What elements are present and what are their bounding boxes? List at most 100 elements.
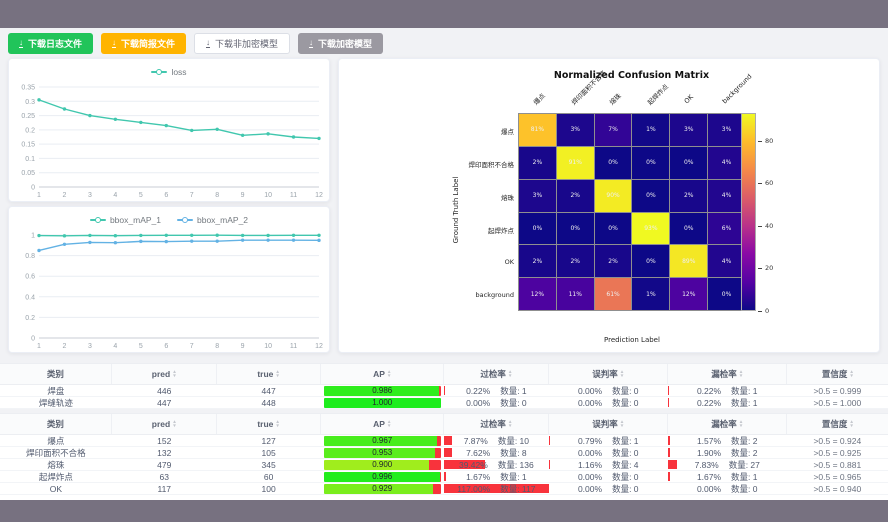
sort-icon[interactable]: ▴ ▾ (850, 370, 853, 379)
legend-marker (177, 217, 193, 223)
data-point[interactable] (291, 238, 296, 242)
download-button-1[interactable]: ↓ 下载日志文件 (8, 33, 94, 54)
matrix-cell: 12% (670, 278, 708, 310)
ap-cell: 0.996 (321, 471, 444, 482)
sort-icon[interactable]: ▴ ▾ (740, 420, 743, 429)
matrix-row-label: 焊印面积不合格 (468, 160, 515, 169)
data-point[interactable] (88, 113, 92, 118)
sort-icon[interactable]: ▴ ▾ (388, 420, 391, 429)
data-point[interactable] (291, 135, 296, 139)
column-header-true[interactable]: true ▴ ▾ (217, 364, 321, 384)
rate-percent: 0.00% (466, 397, 491, 408)
rate-percent: 0.00% (577, 471, 603, 482)
data-point[interactable] (139, 239, 143, 244)
rate-bar (548, 460, 551, 469)
data-point[interactable] (139, 120, 143, 125)
data-point[interactable] (240, 238, 245, 242)
sort-icon[interactable]: ▴ ▾ (739, 370, 743, 379)
rate-percent: 0.22% (696, 385, 722, 396)
column-label: AP (373, 419, 385, 429)
legend-item-loss[interactable]: loss (151, 67, 187, 77)
sort-icon[interactable]: ▴ ▾ (173, 420, 176, 429)
data-point[interactable] (88, 233, 92, 238)
column-header-过检率[interactable]: 过检率 ▴ ▾ (444, 414, 549, 434)
ap-bar-green (323, 385, 440, 396)
data-point[interactable] (164, 233, 168, 238)
data-point[interactable] (37, 248, 41, 253)
rate-percent: 0.00% (577, 483, 603, 494)
download-button-3[interactable]: ↓ 下载非加密模型 (194, 33, 291, 54)
data-point[interactable] (240, 133, 245, 137)
data-point[interactable] (215, 127, 219, 131)
matrix-cell: 3% (556, 114, 594, 146)
caret-up-icon: ▴ (173, 369, 176, 375)
data-point[interactable] (190, 239, 194, 243)
data-point[interactable] (113, 234, 118, 238)
column-header-漏检率[interactable]: 漏检率 ▴ ▾ (668, 364, 787, 384)
sort-icon[interactable]: ▴ ▾ (509, 370, 512, 379)
y-tick-label: 0.35 (21, 85, 35, 92)
data-point[interactable] (317, 136, 321, 141)
legend-item-bbox_mAP_2[interactable]: bbox_mAP_2 (177, 215, 248, 225)
caret-down-icon: ▾ (739, 373, 743, 379)
data-point[interactable] (266, 233, 270, 238)
data-point[interactable] (317, 233, 321, 238)
data-point[interactable] (240, 233, 245, 238)
column-label: pred (151, 419, 171, 429)
column-header-true[interactable]: true ▴ ▾ (217, 414, 321, 434)
column-header-置信度[interactable]: 置信度 ▴ ▾ (787, 414, 888, 434)
data-point[interactable] (164, 239, 168, 244)
sort-icon[interactable]: ▴ ▾ (850, 419, 853, 429)
data-point[interactable] (266, 238, 270, 242)
rate-bar (443, 448, 452, 457)
download-button-4[interactable]: ↓ 下载加密模型 (298, 33, 384, 54)
column-header-AP[interactable]: AP ▴ ▾ (321, 364, 444, 384)
matrix-cell: 2% (519, 146, 556, 179)
column-header-AP[interactable]: AP ▴ ▾ (321, 414, 444, 434)
sort-icon[interactable]: ▴ ▾ (387, 370, 391, 379)
rate-count: 数量: 1 (731, 471, 758, 482)
download-button-2[interactable]: ↓ 下载简报文件 (101, 33, 187, 54)
summary-table: 类别 pred ▴ ▾ true ▴ ▾ AP ▴ ▾ 过检率 ▴ ▾ 误判率 ▴ ▾ 漏检率 ▴ ▾ 置信度 ▴ ▾ 焊盘… (0, 363, 888, 409)
column-header-误判率[interactable]: 误判率 ▴ ▾ (549, 364, 668, 384)
caret-down-icon: ▾ (387, 373, 391, 379)
sort-icon[interactable]: ▴ ▾ (276, 420, 279, 429)
legend-dot-icon (156, 69, 163, 75)
data-point[interactable] (37, 98, 41, 102)
column-header-过检率[interactable]: 过检率 ▴ ▾ (444, 364, 549, 384)
data-point[interactable] (113, 117, 118, 121)
matrix-cell: 93% (632, 212, 670, 245)
column-header-pred[interactable]: pred ▴ ▾ (112, 364, 217, 384)
column-header-漏检率[interactable]: 漏检率 ▴ ▾ (668, 414, 787, 434)
data-point[interactable] (88, 240, 92, 245)
sort-icon[interactable]: ▴ ▾ (276, 370, 279, 379)
ap-bar: 0.953 (323, 447, 441, 458)
sort-icon[interactable]: ▴ ▾ (621, 370, 624, 379)
data-point[interactable] (62, 234, 67, 238)
sort-icon[interactable]: ▴ ▾ (509, 420, 512, 429)
column-header-类别: 类别 (0, 364, 112, 384)
data-point[interactable] (62, 242, 67, 246)
rate-count: 数量: 117 (500, 483, 536, 494)
data-point[interactable] (37, 233, 41, 238)
data-point[interactable] (164, 123, 168, 128)
data-point[interactable] (317, 238, 321, 243)
data-point[interactable] (62, 107, 67, 111)
data-point[interactable] (113, 241, 118, 245)
sort-icon[interactable]: ▴ ▾ (621, 420, 624, 429)
data-point[interactable] (215, 233, 219, 237)
data-point[interactable] (139, 233, 143, 238)
column-header-pred[interactable]: pred ▴ ▾ (112, 414, 217, 434)
sort-icon[interactable]: ▴ ▾ (173, 369, 176, 379)
column-header-置信度[interactable]: 置信度 ▴ ▾ (787, 364, 888, 384)
data-point[interactable] (291, 233, 296, 238)
data-point[interactable] (266, 132, 270, 136)
column-header-误判率[interactable]: 误判率 ▴ ▾ (549, 414, 668, 434)
class-cell: 起焊炸点 (38, 471, 73, 482)
caret-up-icon: ▴ (850, 419, 853, 425)
y-tick-label: 0 (31, 336, 35, 343)
data-point[interactable] (190, 128, 194, 133)
data-point[interactable] (215, 239, 219, 243)
legend-item-bbox_mAP_1[interactable]: bbox_mAP_1 (89, 215, 161, 225)
data-point[interactable] (190, 233, 194, 238)
